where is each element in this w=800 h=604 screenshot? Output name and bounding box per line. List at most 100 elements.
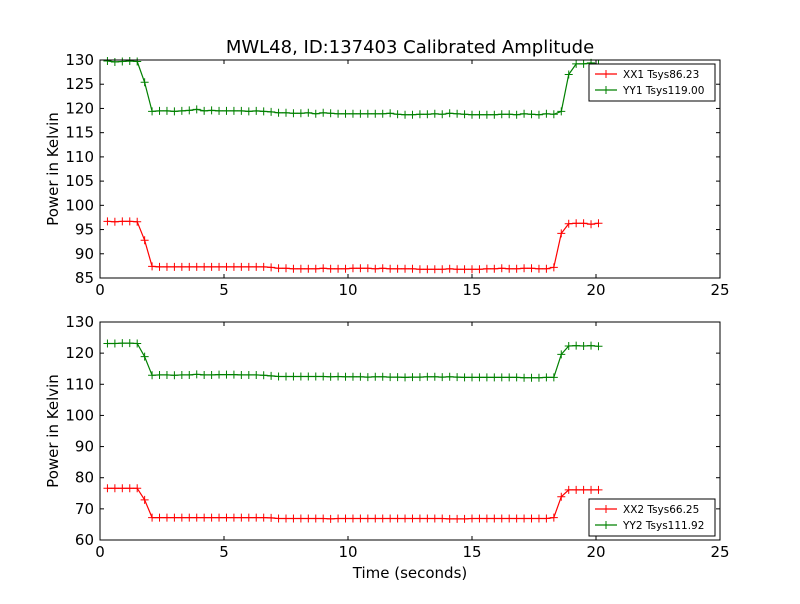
data-point: [170, 107, 179, 116]
data-point: [170, 262, 179, 271]
data-point: [564, 219, 573, 228]
data-point: [378, 264, 387, 273]
y-tick-label: 125: [65, 75, 94, 93]
data-point: [304, 514, 313, 523]
x-tick-label: 15: [462, 543, 481, 561]
data-point: [408, 110, 417, 119]
y-tick-label: 60: [75, 531, 94, 549]
data-point: [393, 373, 402, 382]
data-point: [140, 352, 149, 361]
data-point: [125, 56, 134, 65]
y-tick-label: 110: [65, 375, 94, 393]
series-2-panel-2: [103, 339, 603, 382]
data-point: [348, 372, 357, 381]
data-point: [438, 373, 447, 382]
data-point: [557, 350, 566, 359]
data-point: [110, 57, 119, 66]
data-point: [311, 109, 320, 118]
data-point: [587, 341, 596, 350]
data-point: [155, 513, 164, 522]
x-tick-label: 0: [95, 543, 105, 561]
data-point: [401, 110, 410, 119]
data-point: [490, 110, 499, 119]
data-point: [460, 265, 469, 274]
data-point: [133, 217, 142, 226]
legend-entry: YY1 Tsys119.00: [622, 85, 704, 97]
data-point: [564, 485, 573, 494]
data-point: [289, 264, 298, 273]
data-point: [282, 372, 290, 381]
data-point: [497, 514, 506, 523]
data-point: [415, 265, 424, 274]
data-point: [200, 262, 209, 271]
data-point: [587, 485, 596, 494]
data-point: [453, 514, 462, 523]
x-tick-label: 25: [710, 281, 729, 299]
data-point: [296, 264, 305, 273]
y-tick-label: 95: [75, 221, 94, 239]
data-point: [304, 264, 313, 273]
legend-entry: XX1 Tsys86.23: [623, 69, 699, 81]
x-tick-label: 25: [710, 543, 729, 561]
data-point: [185, 370, 194, 379]
x-tick-label: 10: [338, 281, 357, 299]
y-tick-label: 130: [65, 51, 94, 69]
x-tick-label: 15: [462, 281, 481, 299]
data-point: [319, 514, 328, 523]
data-point: [497, 373, 506, 382]
data-point: [125, 217, 134, 226]
legend-entry: YY2 Tsys111.92: [622, 520, 704, 532]
data-point: [356, 264, 365, 273]
data-point: [520, 373, 529, 382]
data-point: [311, 264, 320, 273]
data-point: [103, 56, 112, 65]
data-point: [244, 370, 253, 379]
data-point: [401, 264, 410, 273]
data-point: [579, 59, 588, 68]
data-point: [207, 106, 216, 115]
data-point: [296, 109, 305, 118]
data-point: [594, 485, 603, 494]
data-point: [229, 370, 238, 379]
data-point: [453, 373, 462, 382]
data-point: [572, 485, 581, 494]
data-point: [319, 108, 328, 117]
data-point: [579, 219, 588, 228]
data-point: [200, 513, 209, 522]
data-point: [148, 107, 157, 116]
data-point: [475, 373, 484, 382]
data-point: [490, 373, 499, 382]
data-point: [378, 109, 387, 118]
data-point: [185, 106, 194, 115]
data-point: [125, 484, 134, 493]
y-axis-label: Power in Kelvin: [44, 374, 62, 488]
data-point: [103, 217, 112, 226]
data-point: [505, 264, 514, 273]
x-tick-label: 5: [219, 543, 229, 561]
data-point: [192, 513, 201, 522]
data-point: [468, 110, 476, 119]
data-point: [304, 372, 313, 381]
data-point: [200, 370, 209, 379]
data-point: [259, 371, 268, 380]
data-point: [371, 109, 380, 118]
legend: XX2 Tsys66.25 YY2 Tsys111.92: [588, 498, 716, 537]
data-point: [386, 109, 395, 118]
data-point: [371, 372, 380, 381]
data-point: [393, 110, 402, 119]
data-point: [594, 342, 603, 351]
data-point: [148, 513, 157, 522]
data-point: [438, 110, 447, 119]
y-tick-label: 100: [65, 196, 94, 214]
data-point: [520, 264, 529, 273]
data-point: [118, 217, 127, 226]
data-point: [445, 514, 454, 523]
data-point: [348, 109, 357, 118]
data-point: [445, 372, 454, 381]
x-tick-label: 20: [586, 281, 605, 299]
data-point: [572, 59, 581, 68]
data-point: [341, 514, 350, 523]
data-point: [125, 339, 134, 348]
